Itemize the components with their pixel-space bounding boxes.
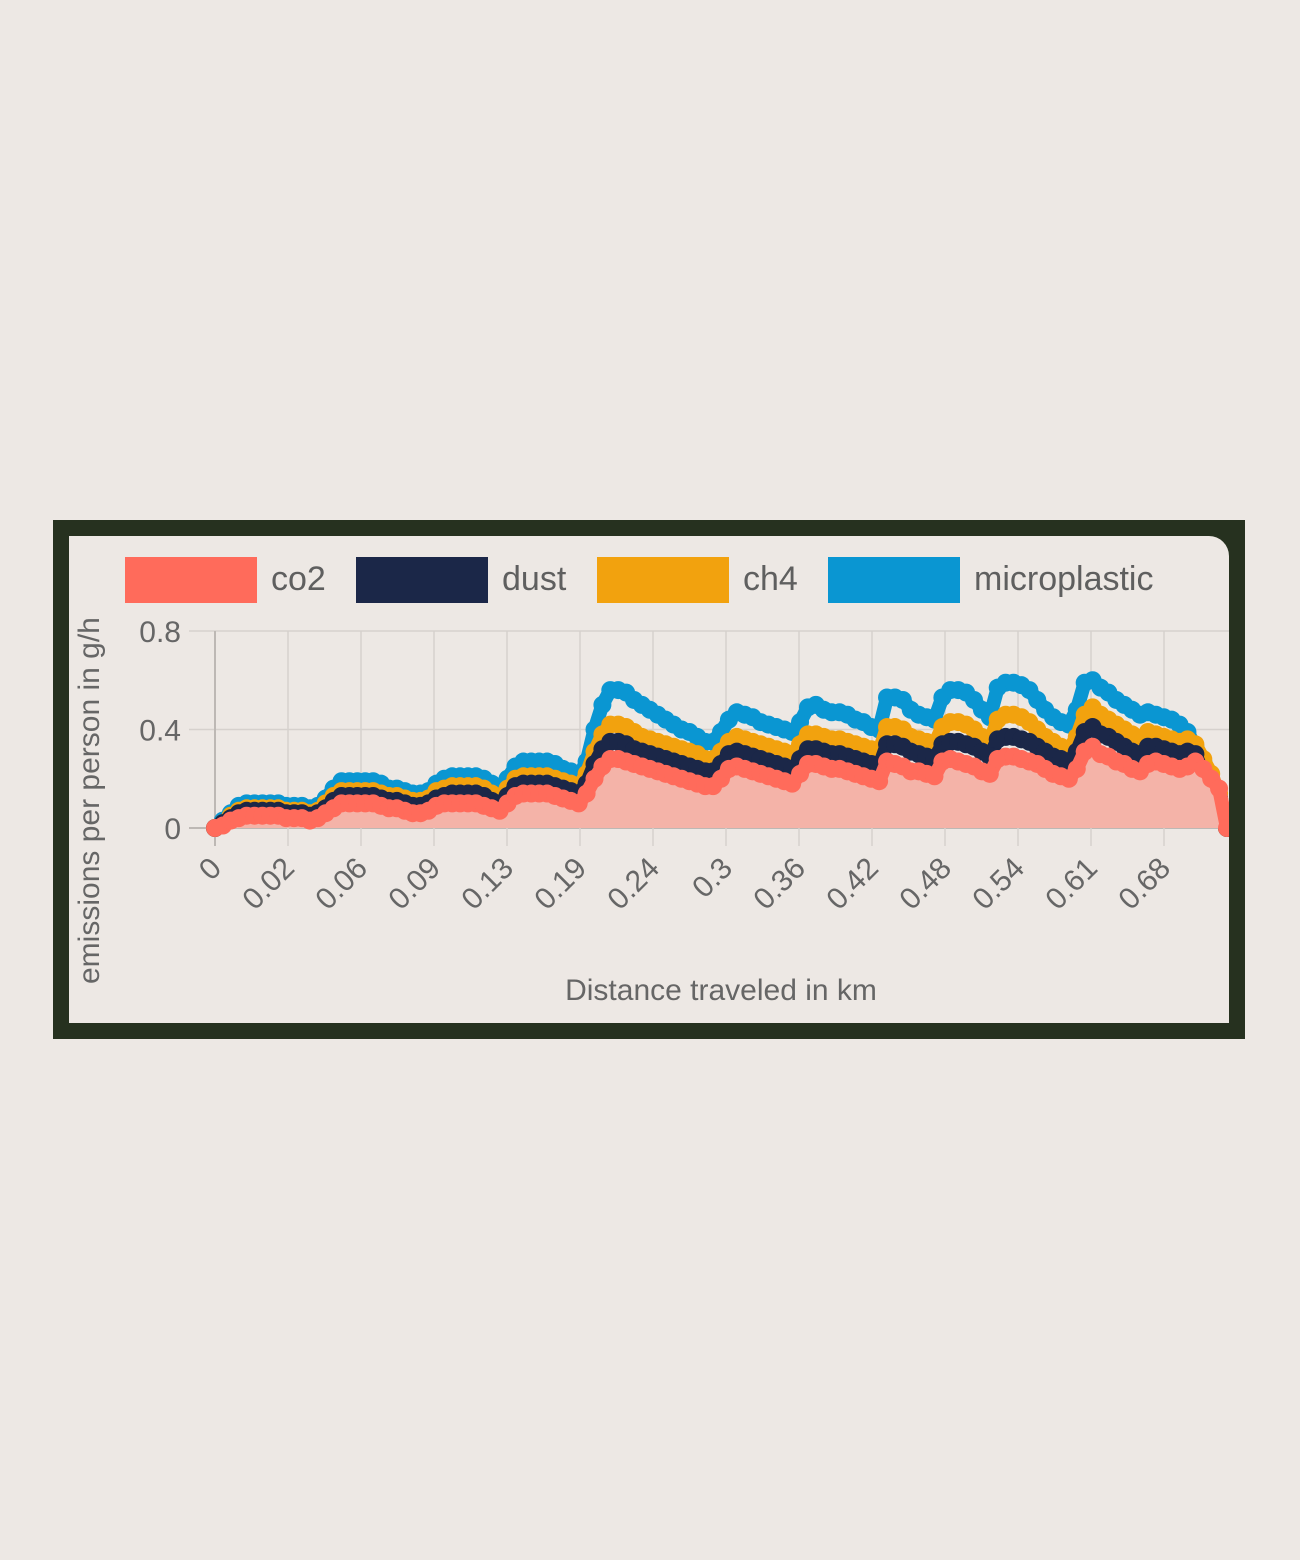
x-tick-label: 0.68 <box>1112 852 1177 917</box>
x-axis-title: Distance traveled in km <box>565 974 877 1007</box>
legend-swatch <box>597 557 729 603</box>
legend-item-ch4[interactable]: ch4 <box>597 557 798 603</box>
legend-item-co2[interactable]: co2 <box>125 557 326 603</box>
y-tick-label: 0 <box>164 813 181 846</box>
legend-label: co2 <box>271 560 326 598</box>
data-point-microplastic[interactable] <box>593 695 612 714</box>
y-axis-title: emissions per person in g/h <box>73 617 106 984</box>
data-point-co2[interactable] <box>870 772 889 791</box>
x-tick-label: 0.06 <box>309 852 374 917</box>
series-co2 <box>206 737 1229 837</box>
x-tick-label: 0.02 <box>236 852 301 917</box>
legend-label: microplastic <box>974 560 1153 598</box>
series-layer <box>206 671 1229 837</box>
x-tick-label: 0.19 <box>528 852 593 917</box>
legend-label: dust <box>502 560 567 598</box>
x-tick-label: 0.24 <box>601 852 666 917</box>
x-tick-label: 0.09 <box>382 852 447 917</box>
x-tick-label: 0.48 <box>893 852 958 917</box>
emissions-chart: 00.40.80 0.02 0.06 0.09 0.13 0.19 0.24 0.3 0.36 0… <box>73 557 1229 1007</box>
legend-label: ch4 <box>743 560 798 598</box>
chart-frame: 0 0.4 0.8 0 0.02 0.06 0.09 0.13 0.19 0.24 0.3 0.36 0… <box>53 520 1245 1039</box>
x-tick-label: 0.54 <box>966 852 1031 917</box>
data-point-co2[interactable] <box>980 764 999 783</box>
x-tick-label: 0.42 <box>820 852 885 917</box>
legend-item-dust[interactable]: dust <box>356 557 567 603</box>
data-point-co2[interactable] <box>1067 759 1086 778</box>
data-point-co2[interactable] <box>1210 779 1229 798</box>
y-tick-label: 0.4 <box>139 715 181 748</box>
x-tick-label: 0.61 <box>1039 852 1104 917</box>
legend-swatch <box>828 557 960 603</box>
x-tick-label: 0 <box>193 852 228 887</box>
x-tick-label: 0.13 <box>455 852 520 917</box>
data-point-co2[interactable] <box>1218 819 1229 837</box>
x-tick-label: 0.36 <box>747 852 812 917</box>
data-point-co2[interactable] <box>925 767 944 786</box>
chart-panel: 0 0.4 0.8 0 0.02 0.06 0.09 0.13 0.19 0.24 0.3 0.36 0… <box>69 536 1229 1023</box>
legend-swatch <box>125 557 257 603</box>
legend-item-microplastic[interactable]: microplastic <box>828 557 1153 603</box>
y-tick-label: 0.8 <box>139 616 181 649</box>
data-point-co2[interactable] <box>577 784 596 803</box>
legend-swatch <box>356 557 488 603</box>
x-tick-label: 0.3 <box>686 852 739 905</box>
legend[interactable]: co2 dust ch4 microplastic <box>125 557 1153 603</box>
